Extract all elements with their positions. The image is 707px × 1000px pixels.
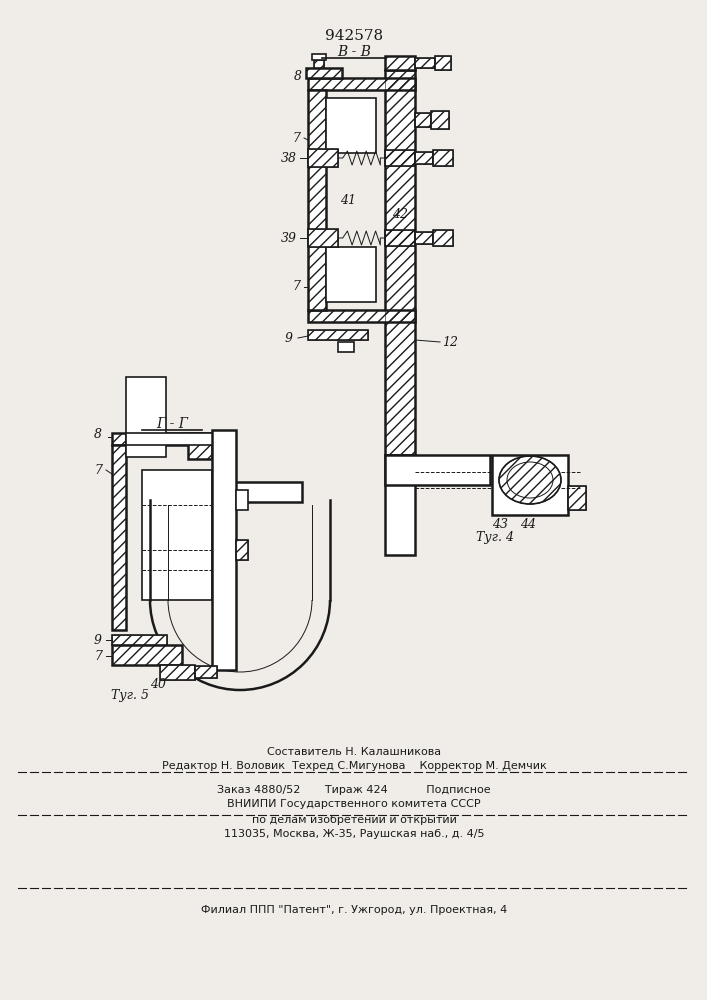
Bar bbox=[188, 433, 212, 459]
Bar bbox=[415, 113, 431, 127]
Text: 7: 7 bbox=[292, 131, 300, 144]
Bar bbox=[308, 310, 415, 322]
Bar bbox=[385, 56, 415, 70]
Bar bbox=[308, 330, 368, 340]
Bar bbox=[212, 430, 236, 670]
Bar bbox=[415, 232, 433, 244]
Bar bbox=[385, 70, 415, 455]
Text: 113035, Москва, Ж-35, Раушская наб., д. 4/5: 113035, Москва, Ж-35, Раушская наб., д. … bbox=[223, 829, 484, 839]
Text: 9: 9 bbox=[285, 332, 293, 344]
Bar bbox=[236, 540, 248, 560]
Bar bbox=[385, 230, 415, 246]
Bar bbox=[385, 56, 415, 70]
Bar bbox=[195, 666, 217, 678]
Bar bbox=[195, 666, 217, 678]
Bar bbox=[415, 152, 433, 164]
Bar bbox=[385, 230, 415, 246]
Bar bbox=[415, 58, 435, 68]
Bar bbox=[312, 54, 326, 60]
Text: Филиал ППП "Патент", г. Ужгород, ул. Проектная, 4: Филиал ППП "Патент", г. Ужгород, ул. Про… bbox=[201, 905, 507, 915]
Bar bbox=[308, 229, 338, 247]
Text: 9: 9 bbox=[94, 634, 102, 647]
Bar bbox=[415, 113, 431, 127]
Bar bbox=[431, 111, 449, 129]
Bar bbox=[112, 433, 202, 445]
Text: ВНИИПИ Государственного комитета СССР: ВНИИПИ Государственного комитета СССР bbox=[227, 799, 481, 809]
Bar bbox=[306, 68, 342, 78]
Bar bbox=[112, 635, 167, 645]
Text: Τуг. 4: Τуг. 4 bbox=[476, 532, 514, 544]
Bar bbox=[308, 90, 326, 310]
Bar bbox=[385, 150, 415, 166]
Text: Τуг. 5: Τуг. 5 bbox=[111, 688, 149, 702]
Bar bbox=[385, 70, 415, 455]
Text: 7: 7 bbox=[94, 650, 102, 662]
Bar bbox=[202, 482, 302, 502]
Text: Составитель Н. Калашникова: Составитель Н. Калашникова bbox=[267, 747, 441, 757]
Bar bbox=[308, 149, 338, 167]
Bar bbox=[314, 60, 324, 68]
Text: 43: 43 bbox=[492, 518, 508, 530]
Bar bbox=[385, 455, 415, 555]
Bar bbox=[308, 149, 338, 167]
Text: Заказ 4880/52       Тираж 424           Подписное: Заказ 4880/52 Тираж 424 Подписное bbox=[217, 785, 491, 795]
Bar bbox=[112, 433, 202, 445]
Text: по делам изобретений и открытий: по делам изобретений и открытий bbox=[252, 815, 457, 825]
Text: 41: 41 bbox=[340, 194, 356, 207]
Bar bbox=[236, 490, 248, 510]
Bar bbox=[308, 90, 326, 310]
Text: Редактор Н. Воловик  Техред С.Мигунова    Корректор М. Демчик: Редактор Н. Воловик Техред С.Мигунова Ко… bbox=[162, 761, 547, 771]
Text: Г - Г: Г - Г bbox=[156, 417, 188, 431]
Bar bbox=[306, 68, 342, 78]
Bar bbox=[314, 60, 324, 68]
Text: 40: 40 bbox=[150, 678, 166, 692]
Bar bbox=[568, 486, 586, 510]
Bar bbox=[435, 56, 451, 70]
Bar bbox=[308, 78, 415, 90]
Text: 942578: 942578 bbox=[325, 29, 383, 43]
Bar bbox=[415, 152, 433, 164]
Bar bbox=[308, 310, 415, 322]
Bar bbox=[435, 56, 451, 70]
Text: 8: 8 bbox=[94, 428, 102, 442]
Bar bbox=[433, 150, 453, 166]
Bar bbox=[308, 78, 415, 90]
Bar bbox=[142, 470, 212, 600]
Text: 8: 8 bbox=[294, 70, 302, 83]
Text: 12: 12 bbox=[442, 336, 458, 349]
Bar bbox=[308, 229, 338, 247]
Bar bbox=[112, 645, 182, 665]
Bar bbox=[415, 232, 433, 244]
Bar bbox=[326, 247, 376, 302]
Text: 7: 7 bbox=[292, 280, 300, 294]
Bar bbox=[431, 111, 449, 129]
Bar bbox=[160, 665, 195, 680]
Text: 38: 38 bbox=[281, 151, 297, 164]
Bar bbox=[126, 377, 166, 457]
Bar bbox=[433, 230, 453, 246]
Bar bbox=[236, 540, 248, 560]
Bar bbox=[385, 150, 415, 166]
Bar bbox=[188, 433, 212, 459]
Text: 42: 42 bbox=[392, 209, 408, 222]
Bar bbox=[433, 230, 453, 246]
Bar bbox=[415, 58, 435, 68]
Text: B - B: B - B bbox=[337, 45, 371, 59]
Bar bbox=[112, 445, 126, 630]
Bar bbox=[338, 342, 354, 352]
Bar bbox=[568, 486, 586, 510]
Bar bbox=[433, 150, 453, 166]
Text: 44: 44 bbox=[520, 518, 536, 530]
Bar bbox=[308, 330, 368, 340]
Bar bbox=[160, 665, 195, 680]
Bar bbox=[112, 635, 167, 645]
Bar bbox=[126, 433, 216, 445]
Bar bbox=[385, 455, 490, 485]
Text: 7: 7 bbox=[94, 464, 102, 477]
Bar bbox=[492, 455, 568, 515]
Text: 39: 39 bbox=[281, 232, 297, 244]
Bar bbox=[112, 445, 126, 630]
Bar bbox=[326, 98, 376, 153]
Bar bbox=[112, 645, 182, 665]
